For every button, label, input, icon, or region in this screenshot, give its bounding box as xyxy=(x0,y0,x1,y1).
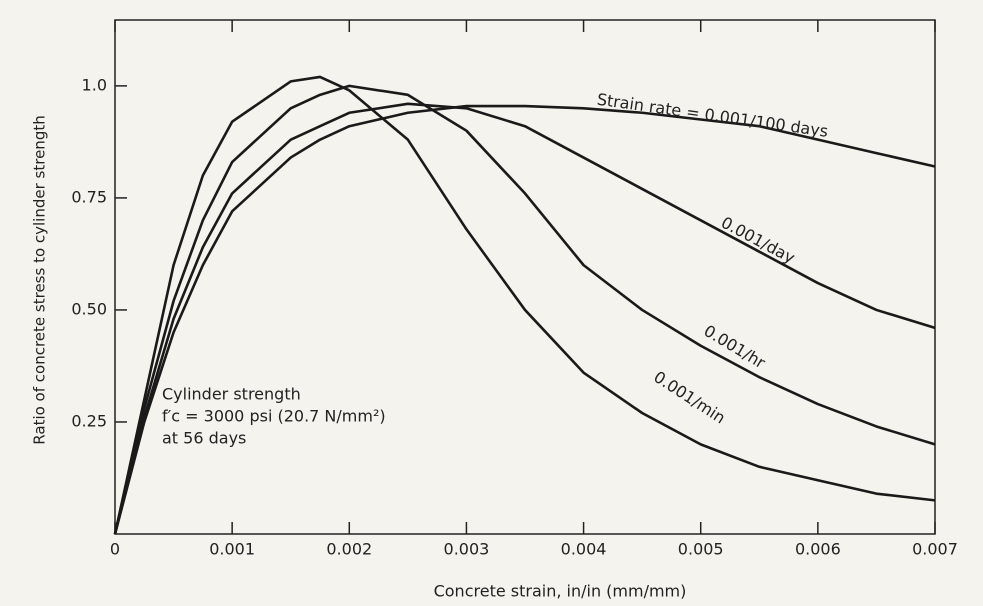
plot-frame xyxy=(114,19,936,535)
x-tick-label: 0.004 xyxy=(561,540,607,559)
x-tick-label: 0.003 xyxy=(444,540,490,559)
y-axis-label: Ratio of concrete stress to cylinder str… xyxy=(31,115,49,444)
y-tick-label: 0.25 xyxy=(71,411,107,430)
y-tick-label: 1.0 xyxy=(82,75,107,94)
x-tick-label: 0 xyxy=(110,540,120,559)
annotation: Cylinder strength xyxy=(162,385,301,404)
x-tick-label: 0.005 xyxy=(678,540,724,559)
y-tick-label: 0.75 xyxy=(71,187,107,206)
x-tick-label: 0.001 xyxy=(209,540,255,559)
x-tick-label: 0.002 xyxy=(326,540,372,559)
series-line xyxy=(113,102,936,535)
annotation: f′c = 3000 psi (20.7 N/mm²) xyxy=(162,407,386,426)
series-line xyxy=(113,84,936,535)
x-tick-label: 0.007 xyxy=(912,540,958,559)
x-tick-label: 0.006 xyxy=(795,540,841,559)
y-tick-label: 0.50 xyxy=(71,299,107,318)
annotation: at 56 days xyxy=(162,429,246,448)
series-line xyxy=(113,104,936,535)
series-line xyxy=(113,75,936,535)
x-axis-label: Concrete strain, in/in (mm/mm) xyxy=(434,582,687,601)
